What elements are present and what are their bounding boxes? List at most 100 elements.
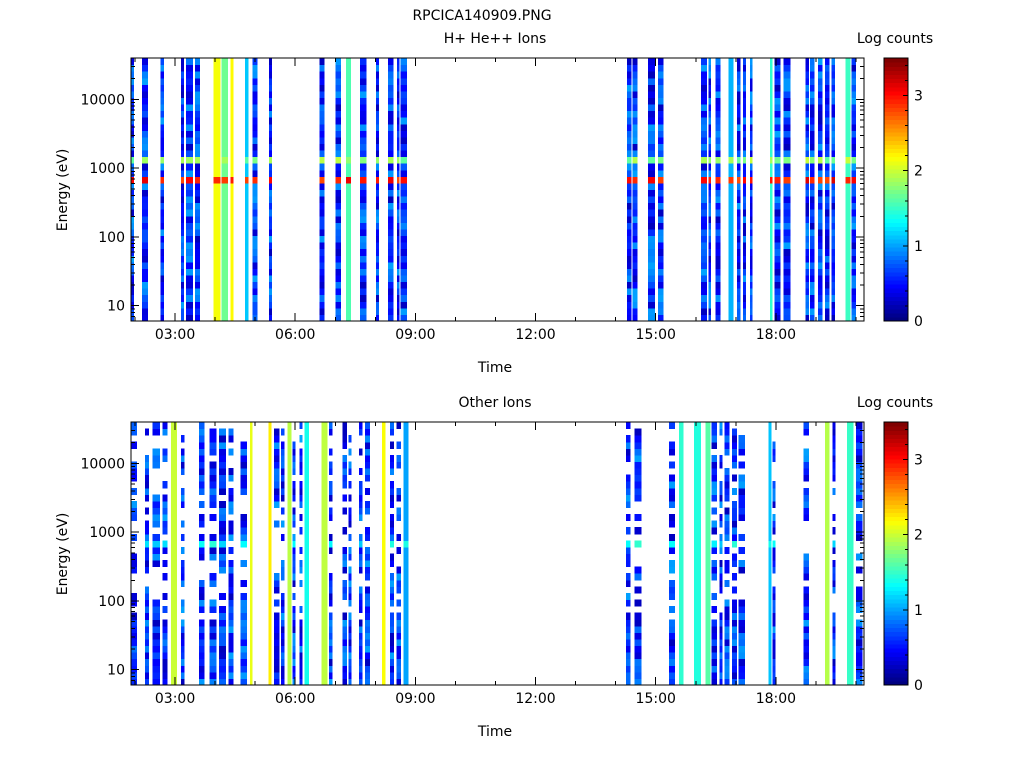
heatmap-cell [774,288,781,296]
heatmap-cell [825,474,830,482]
heatmap-cell [250,494,253,502]
heatmap-cell [743,314,747,322]
heatmap-cell [825,123,830,131]
colorbar-segment [884,537,908,542]
heatmap-cell [387,314,394,322]
panel-2-x-axis-label: Time [477,724,512,740]
heatmap-cell [403,606,409,614]
heatmap-cell [749,281,753,289]
heatmap-cell [669,461,675,469]
heatmap-cell [719,619,723,627]
colorbar-segment [884,251,908,256]
heatmap-cell [342,665,347,673]
heatmap-cell [832,540,836,548]
heatmap-cell [851,77,857,85]
heatmap-cell [358,422,363,430]
heatmap-cell [152,553,160,561]
heatmap-cell [335,182,342,190]
colorbar-segment [884,680,908,686]
heatmap-cell [240,461,247,469]
heatmap-cell [772,639,776,647]
heatmap-cell [805,209,809,217]
heatmap-cell [770,104,773,112]
heatmap-cell [805,281,809,289]
heatmap-cell [329,579,333,587]
heatmap-cell [626,248,632,256]
heatmap-cell [737,288,741,296]
heatmap-cell [335,242,342,250]
colorbar-segment [884,672,908,678]
heatmap-cell [250,461,253,469]
heatmap-cell [396,228,400,236]
heatmap-cell [400,163,407,171]
heatmap-cell [657,58,664,66]
heatmap-cell [269,90,272,98]
heatmap-cell [198,599,205,607]
heatmap-cell [268,514,272,522]
heatmap-cell [287,639,292,647]
heatmap-cell [845,248,851,256]
heatmap-cell [705,560,711,568]
heatmap-cell [131,533,137,541]
heatmap-cell [731,645,737,653]
heatmap-cell [131,566,137,574]
heatmap-cell [715,182,721,190]
heatmap-cell [403,533,409,541]
heatmap-cell [705,468,711,476]
heatmap-cell [209,448,217,456]
heatmap-cell [345,136,351,144]
heatmap-cell [749,314,753,322]
heatmap-cell [749,261,753,269]
heatmap-cell [335,58,342,66]
heatmap-cell [737,307,741,315]
heatmap-cell [375,136,379,144]
heatmap-cell [131,619,137,627]
heatmap-cell [783,222,791,230]
heatmap-cell [845,58,851,66]
heatmap-cell [648,202,655,210]
heatmap-cell [768,441,772,449]
heatmap-cell [711,454,717,462]
heatmap-cell [342,546,347,554]
heatmap-cell [335,202,342,210]
heatmap-cell [403,422,409,430]
heatmap-cell [299,422,303,430]
heatmap-cell [715,156,721,164]
colorbar-segment [884,520,908,526]
heatmap-cell [743,301,747,309]
heatmap-cell [180,468,185,476]
heatmap-cell [701,288,708,296]
colorbar-segment [884,446,908,452]
heatmap-cell [783,77,791,85]
heatmap-cell [772,593,776,601]
heatmap-cell [213,261,221,269]
heatmap-cell [737,242,741,250]
heatmap-cell [198,606,205,614]
heatmap-cell [737,255,741,263]
heatmap-cell [268,474,272,482]
heatmap-cell [825,222,830,230]
heatmap-cell [273,586,280,594]
heatmap-cell [387,182,394,190]
heatmap-cell [375,110,379,118]
heatmap-cell [648,248,655,256]
heatmap-cell [705,494,711,502]
heatmap-cell [634,494,642,502]
heatmap-cell [219,639,227,647]
heatmap-cell [244,182,249,190]
heatmap-cell [648,97,655,105]
heatmap-cell [728,71,734,79]
heatmap-cell [360,130,367,138]
heatmap-cell [304,560,309,568]
heatmap-cell [403,671,409,679]
heatmap-cell [228,474,234,482]
heatmap-cell [738,507,745,515]
heatmap-cell [304,553,309,561]
heatmap-cell [387,117,394,125]
heatmap-cell [304,520,309,528]
heatmap-cell [145,599,150,607]
heatmap-cell [389,468,394,476]
heatmap-cell [194,228,201,236]
heatmap-cell [657,202,664,210]
heatmap-cell [743,64,747,72]
